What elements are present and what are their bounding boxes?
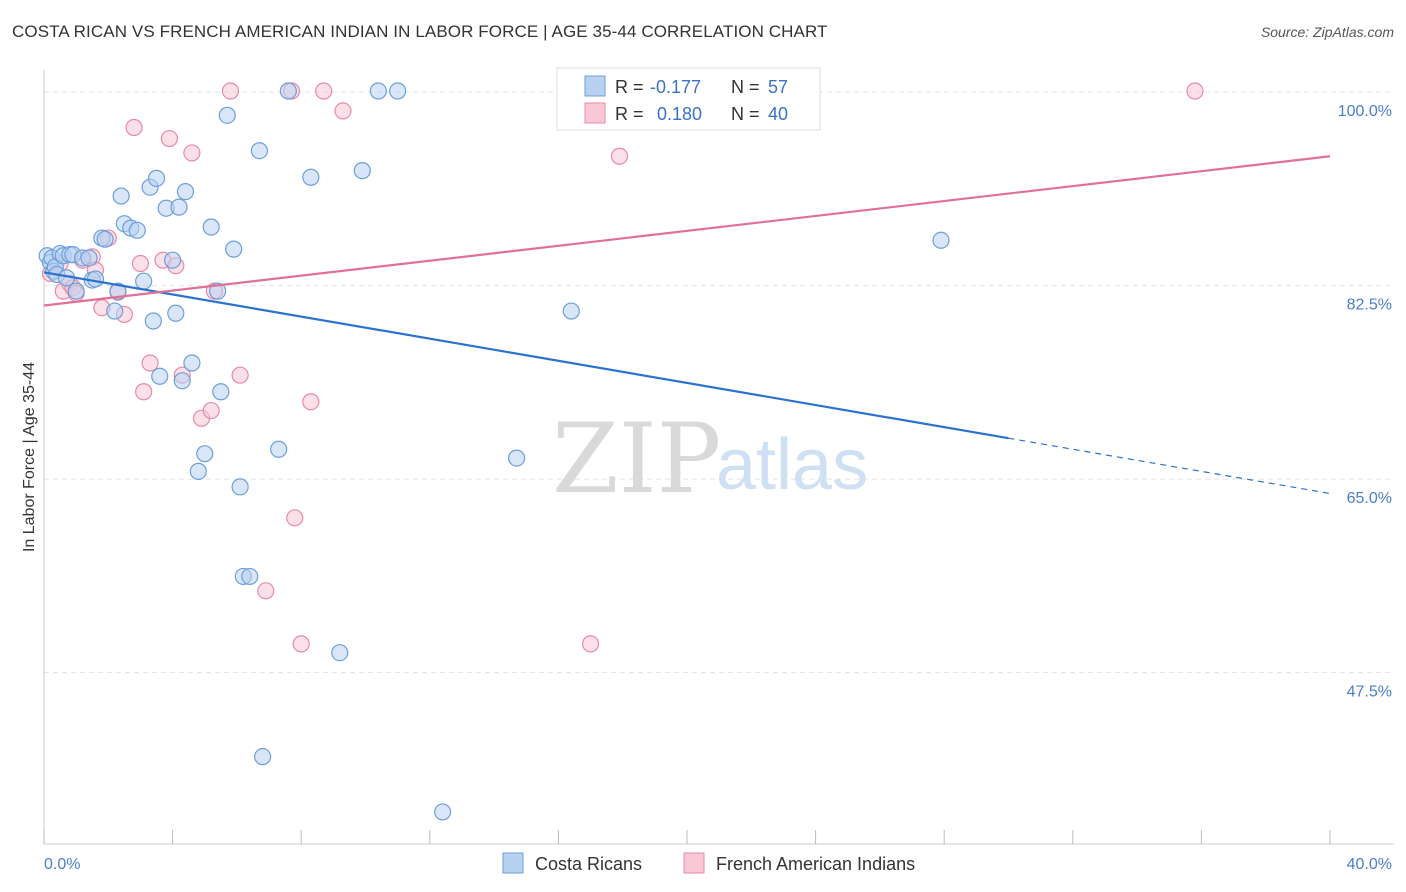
series-legend-swatch-french-american-indians	[683, 852, 705, 874]
data-point	[610, 147, 629, 165]
data-point	[254, 748, 272, 766]
data-point	[106, 302, 124, 320]
watermark-atlas: atlas	[716, 425, 868, 505]
series-legend-label-costa-ricans: Costa Ricans	[535, 854, 642, 874]
legend-n-label-1: N =	[731, 77, 760, 97]
data-point	[389, 82, 407, 100]
data-point	[183, 144, 201, 162]
data-point	[434, 803, 452, 821]
data-point	[231, 366, 249, 384]
legend-r-value-2: 0.180	[657, 104, 702, 124]
trend-lines	[43, 155, 1331, 495]
data-point	[167, 304, 185, 322]
data-point	[212, 383, 230, 401]
data-point	[151, 367, 169, 385]
y-axis-title: In Labor Force | Age 35-44	[21, 362, 38, 552]
data-point	[221, 82, 240, 100]
data-point	[257, 582, 275, 600]
data-point	[144, 312, 162, 330]
data-point	[302, 393, 320, 411]
data-point	[331, 644, 349, 662]
series-legend-label-french-american-indians: French American Indians	[716, 854, 915, 874]
trend-line-costa-ricans-extension	[1008, 437, 1331, 495]
trend-line-costa-ricans	[43, 271, 1009, 440]
gridlines	[44, 91, 1394, 674]
y-tick-labels: 100.0% 82.5% 65.0% 47.5%	[1338, 103, 1392, 701]
stats-legend: R = -0.177 N = 57 R = 0.180 N = 40	[556, 67, 821, 131]
legend-r-label-2: R =	[615, 104, 644, 124]
data-point	[279, 82, 297, 100]
series-legend: Costa Ricans French American Indians	[502, 852, 915, 874]
data-point	[270, 440, 288, 458]
data-point	[231, 478, 249, 496]
watermark: ZIP atlas	[552, 403, 868, 515]
x-tick-label-max: 40.0%	[1347, 856, 1392, 873]
data-point	[170, 198, 188, 216]
data-point	[202, 401, 220, 420]
data-point	[250, 142, 269, 160]
legend-n-label-2: N =	[731, 104, 760, 124]
y-tick-label: 100.0%	[1338, 103, 1392, 120]
axes	[43, 70, 1394, 845]
y-tick-label: 65.0%	[1347, 490, 1392, 507]
legend-swatch-pink	[584, 102, 606, 124]
legend-n-value-1: 57	[768, 77, 788, 97]
data-point	[128, 221, 146, 239]
data-point	[173, 372, 191, 390]
data-point	[67, 282, 85, 300]
data-point	[141, 354, 159, 372]
data-point	[562, 302, 580, 320]
data-point	[96, 230, 114, 248]
x-tick-label-min: 0.0%	[44, 856, 80, 873]
data-point	[183, 354, 201, 372]
data-point	[315, 82, 333, 100]
data-point	[209, 282, 227, 300]
legend-r-value-1: -0.177	[650, 77, 701, 97]
x-ticks	[43, 830, 1331, 844]
data-point	[131, 254, 150, 273]
data-point	[164, 251, 182, 269]
data-point	[334, 102, 352, 120]
data-point	[86, 270, 105, 288]
y-tick-label: 82.5%	[1347, 297, 1392, 314]
data-point	[225, 240, 243, 258]
data-point	[176, 183, 195, 201]
data-point	[353, 162, 371, 180]
data-point	[369, 82, 387, 100]
chart-title: COSTA RICAN VS FRENCH AMERICAN INDIAN IN…	[12, 22, 828, 41]
watermark-zip: ZIP	[552, 403, 721, 515]
data-point	[196, 445, 214, 463]
data-point	[189, 462, 207, 480]
data-point	[160, 129, 178, 148]
data-point	[202, 218, 220, 236]
trend-line-french-american-indians	[43, 155, 1331, 307]
data-point	[109, 282, 127, 300]
y-tick-label: 47.5%	[1347, 684, 1392, 701]
series-french-american-indians	[41, 82, 1204, 653]
legend-r-label-1: R =	[615, 77, 644, 97]
source-label: Source: ZipAtlas.com	[1260, 24, 1394, 40]
data-point	[302, 168, 320, 186]
data-point	[1186, 82, 1204, 100]
legend-n-value-2: 40	[768, 104, 788, 124]
data-point	[292, 635, 310, 653]
data-point	[135, 383, 153, 401]
data-point	[241, 567, 259, 586]
data-point	[218, 106, 236, 124]
data-point	[508, 449, 526, 467]
legend-swatch-blue	[584, 75, 606, 97]
data-point	[80, 249, 98, 267]
data-point	[286, 509, 304, 527]
data-point	[147, 169, 166, 187]
data-point	[581, 635, 600, 653]
data-point	[112, 187, 130, 205]
data-point	[125, 118, 143, 137]
series-legend-swatch-costa-ricans	[502, 852, 524, 874]
data-point	[135, 272, 153, 290]
data-point	[932, 231, 950, 249]
